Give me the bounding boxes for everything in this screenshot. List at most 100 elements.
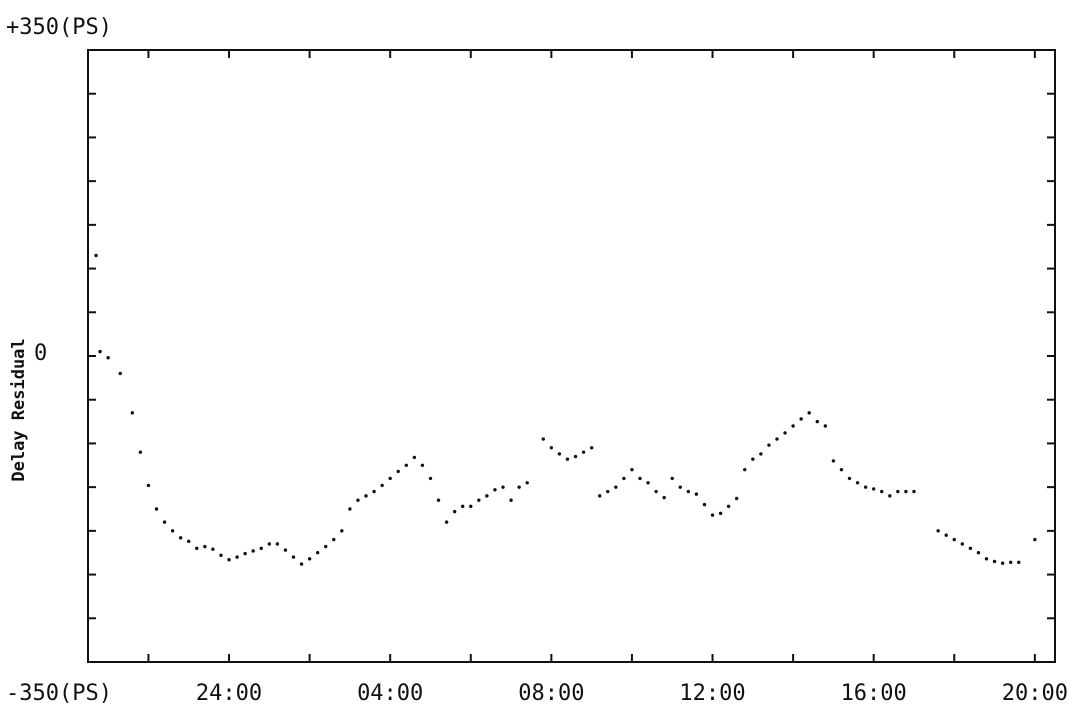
data-point-33 [364,494,368,498]
data-point-75 [710,513,715,517]
data-point-78 [734,496,739,501]
data-point-107 [984,557,989,561]
data-point-108 [992,559,997,564]
data-point-38 [404,463,409,467]
data-point-51 [509,498,513,502]
data-point-54 [541,437,545,441]
data-point-35 [380,483,384,488]
data-point-102 [944,533,948,537]
x-tick-label-1: 04:00 [357,681,423,706]
data-point-85 [791,424,795,428]
data-point-34 [372,489,376,494]
data-point-39 [412,455,417,460]
data-point-96 [880,489,884,494]
data-point-5 [138,450,143,454]
data-point-28 [324,544,328,549]
data-point-0 [94,253,98,258]
data-point-49 [493,488,497,492]
data-point-23 [283,548,288,552]
data-point-13 [203,544,207,549]
data-point-30 [340,529,344,533]
data-point-6 [146,483,151,488]
data-point-79 [743,467,747,472]
data-point-72 [686,489,691,494]
data-point-110 [1008,560,1013,565]
data-point-67 [646,481,650,485]
data-point-93 [855,481,860,485]
data-point-53 [525,481,529,485]
data-point-109 [1000,561,1005,565]
data-point-104 [960,542,965,546]
data-point-26 [307,557,312,561]
data-point-16 [227,558,231,562]
data-point-100 [912,489,916,494]
data-point-50 [501,485,505,489]
data-point-27 [315,551,320,555]
data-point-66 [638,476,642,481]
data-point-95 [871,487,876,491]
data-point-71 [678,485,682,489]
data-point-37 [396,469,400,474]
data-point-29 [332,537,336,542]
data-point-63 [614,485,618,489]
data-point-98 [896,489,900,494]
data-point-76 [718,511,723,516]
data-point-61 [598,494,602,498]
data-point-10 [178,536,183,540]
x-tick-label-2: 08:00 [518,681,584,706]
data-point-111 [1017,560,1021,565]
data-point-73 [694,492,699,496]
data-points [94,253,1037,566]
plot-frame [87,49,1056,663]
data-point-47 [477,498,481,502]
data-point-52 [517,485,521,489]
data-point-103 [952,537,956,542]
data-point-106 [976,551,981,555]
data-point-18 [243,551,247,556]
data-point-81 [759,452,763,456]
x-axis-ticks: 24:00 04:00 08:00 12:00 16:00 20:00 [147,50,1068,706]
data-point-43 [444,520,449,524]
data-point-19 [251,549,255,553]
data-point-58 [573,454,578,459]
data-point-15 [219,553,223,558]
data-point-59 [581,450,586,454]
data-point-1 [98,349,102,354]
data-point-14 [211,547,215,551]
data-point-94 [863,485,868,489]
y-zero-label: 0 [34,341,47,366]
data-point-48 [485,494,489,498]
data-point-60 [589,446,594,450]
data-point-62 [606,489,610,494]
data-point-65 [630,467,634,472]
data-point-99 [904,489,908,494]
data-point-45 [461,504,465,509]
data-point-69 [662,495,666,500]
data-point-17 [235,555,239,559]
data-point-41 [428,476,433,481]
data-point-12 [195,546,199,551]
data-point-32 [356,498,360,502]
y-axis-ticks [88,92,1055,620]
data-point-22 [275,542,280,546]
data-point-56 [557,452,562,456]
data-point-83 [775,437,779,441]
y-axis-title: Delay Residual [9,338,29,481]
data-point-20 [259,546,263,551]
data-point-40 [420,463,425,467]
y-top-label: +350(PS) [6,15,112,40]
data-point-36 [388,476,392,481]
data-point-84 [783,431,787,435]
data-point-89 [823,424,828,428]
data-point-64 [622,476,626,481]
data-point-92 [847,476,852,481]
y-bottom-label: -350(PS) [6,681,112,706]
data-point-4 [130,411,135,415]
x-tick-label-3: 12:00 [679,681,745,706]
data-point-7 [154,507,159,511]
data-point-90 [831,459,836,463]
data-point-68 [654,489,658,494]
data-point-8 [162,520,167,524]
data-point-77 [726,504,731,509]
